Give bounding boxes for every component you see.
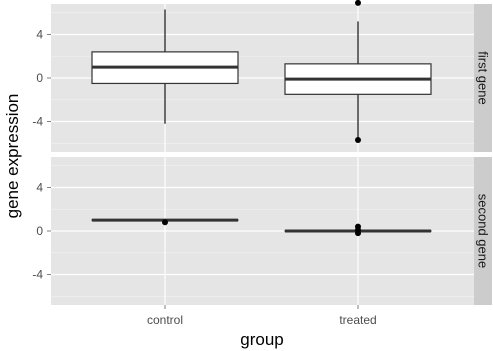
outlier-point: [162, 219, 168, 226]
outlier-point: [355, 230, 361, 237]
x-axis-title: group: [240, 330, 283, 349]
y-tick-label: -4: [32, 268, 43, 282]
facet-strip-label: second gene: [476, 194, 491, 268]
outlier-point: [355, 0, 361, 6]
y-tick-label: -4: [32, 115, 43, 129]
y-tick-label: 4: [36, 180, 43, 194]
y-tick-label: 0: [36, 224, 43, 238]
y-axis-title: gene expression: [3, 94, 22, 219]
outlier-point: [355, 137, 361, 144]
facet-strip: [474, 157, 492, 305]
facet-strips: first gene second gene: [474, 4, 492, 305]
facet-strip-label: first gene: [476, 51, 491, 104]
box-marks: [91, 0, 432, 237]
x-tick-label: treated: [339, 313, 376, 327]
facet-strip: [474, 4, 492, 152]
y-tick-label: 0: [36, 71, 43, 85]
facet-panels: [51, 4, 474, 305]
y-tick-label: 4: [36, 27, 43, 41]
axis-ticks: -4 0 4 -4 0 4 control treated: [32, 27, 376, 327]
x-tick-label: control: [147, 313, 183, 327]
